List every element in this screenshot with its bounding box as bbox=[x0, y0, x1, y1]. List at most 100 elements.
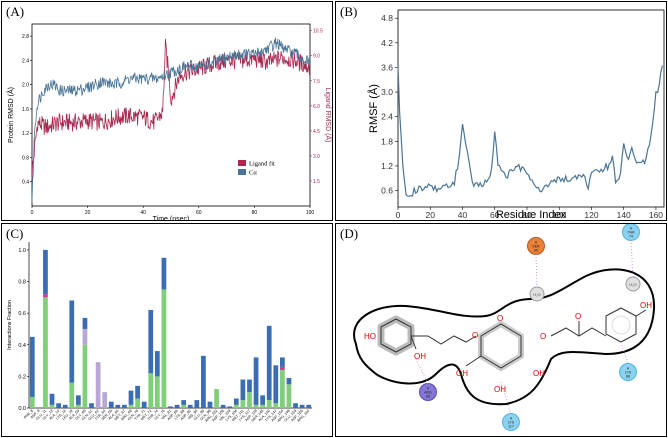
residue-chain: A bbox=[510, 417, 513, 421]
y-tick-label: 0.4 bbox=[22, 180, 29, 186]
y-tick-label: 4.2 bbox=[381, 38, 393, 48]
residue-number: 117 bbox=[508, 425, 514, 429]
residue-number: 74 bbox=[629, 235, 633, 239]
bar-segment bbox=[128, 404, 134, 408]
x-tick-label: ALA_14 bbox=[48, 409, 60, 421]
bar-segment bbox=[187, 404, 193, 408]
atom-label: O bbox=[540, 332, 546, 341]
x-axis-label: Residue Index bbox=[496, 209, 567, 220]
x-tick-label: 80 bbox=[252, 210, 258, 216]
sugar-substituents bbox=[465, 355, 482, 367]
atom-label: OH bbox=[414, 352, 426, 361]
x-tick-label: 120 bbox=[584, 210, 598, 220]
chart-b: 0 20 40 60 80 100 120 140 160 0.6 1.2 1.8 2.4 3.0 3.6 4… bbox=[367, 9, 665, 220]
y-tick-label: 0.6 bbox=[18, 311, 26, 317]
water-molecule: H₂O bbox=[625, 276, 641, 292]
bar-segment bbox=[247, 392, 252, 408]
panel-a-label: (A) bbox=[6, 4, 25, 19]
atom-label: O bbox=[497, 314, 503, 323]
bar-segment bbox=[102, 392, 108, 408]
y-tick-label: 0.6 bbox=[381, 186, 393, 196]
y-tick-label: 0.2 bbox=[18, 374, 26, 380]
residue-name: LYS bbox=[625, 371, 632, 375]
x-tick-label: HIS_94 bbox=[187, 409, 198, 420]
bar-segment bbox=[194, 400, 200, 408]
bar-segment bbox=[75, 395, 81, 405]
pocket-outline bbox=[353, 268, 656, 406]
legend-swatch bbox=[238, 169, 246, 175]
series-line-c-alpha bbox=[31, 37, 311, 203]
atom-label: OH bbox=[494, 385, 506, 394]
bar-segment bbox=[293, 403, 298, 408]
y2-tick-label: 10.5 bbox=[313, 29, 323, 35]
y-tick-label: 0.8 bbox=[18, 280, 26, 286]
x-tick-label: ALA_66 bbox=[108, 409, 120, 421]
panel-a: (A) 0 20 40 60 80 100 0.4 0.8 1.2 1.6 2.0 2.4 2.8 1.5… bbox=[1, 1, 333, 221]
atom-label: O bbox=[575, 312, 581, 321]
interaction-lines bbox=[415, 239, 634, 415]
panel-c-label: (C) bbox=[6, 226, 24, 241]
bar-segment bbox=[69, 300, 75, 383]
bar-segment bbox=[253, 357, 259, 405]
bar-segment bbox=[266, 325, 272, 401]
x-tick-label: 140 bbox=[617, 210, 631, 220]
residue-name: THR bbox=[627, 231, 635, 235]
legend-label: Cα bbox=[249, 170, 257, 177]
bar-segment bbox=[122, 404, 127, 408]
bar-segment bbox=[49, 393, 55, 405]
y-axis-label: Interactions Fraction bbox=[7, 300, 13, 350]
bar-segment bbox=[240, 400, 246, 408]
y-tick-label: 3.6 bbox=[381, 62, 393, 72]
x-tick-label: 100 bbox=[552, 210, 566, 220]
x-tick-label: 40 bbox=[140, 210, 146, 216]
cyclohexane-oh-bond bbox=[410, 335, 417, 350]
y2-tick-label: 9.0 bbox=[313, 54, 320, 60]
x-tick-label: ASP_9 bbox=[30, 409, 41, 420]
bar-segment bbox=[29, 396, 35, 408]
bar-segment bbox=[201, 355, 206, 408]
y-tick-label: 2.0 bbox=[22, 83, 29, 89]
bar-segment bbox=[75, 404, 81, 408]
residue-circle bbox=[619, 363, 637, 381]
x-axis-label: Time (nsec) bbox=[153, 216, 190, 220]
x-tick-label: GLY_13 bbox=[42, 409, 54, 421]
svg-text:H₂O: H₂O bbox=[533, 292, 541, 297]
x-tick-label: 60 bbox=[196, 210, 202, 216]
x-tick-label: 20 bbox=[426, 210, 436, 220]
bar-segment bbox=[273, 403, 279, 408]
x-tick-label: GLY_75 bbox=[154, 409, 166, 421]
bar-segment bbox=[299, 404, 305, 408]
atom-label: OH bbox=[640, 301, 652, 310]
y-axis-label: Protein RMSD (Å) bbox=[6, 87, 15, 143]
x-tick-label: 0 bbox=[396, 210, 401, 220]
y-axis-label: RMSF (Å) bbox=[367, 84, 380, 133]
bar-segment bbox=[260, 395, 266, 405]
residue-chain: A bbox=[630, 227, 633, 231]
bar-segment bbox=[286, 377, 292, 385]
bar-segment bbox=[227, 406, 233, 408]
residue-number: 68 bbox=[426, 395, 430, 399]
sugar-ring bbox=[478, 321, 524, 371]
bar-segment bbox=[128, 390, 134, 405]
x-tick-label: 80 bbox=[522, 210, 532, 220]
y-tick-label: 1.2 bbox=[381, 161, 393, 171]
residue-name: SER bbox=[532, 245, 540, 249]
bar-segment bbox=[43, 297, 48, 408]
bar-segment bbox=[154, 351, 160, 377]
bar-segment bbox=[233, 398, 239, 405]
bar-segment bbox=[207, 401, 213, 408]
y-tick-label: 1.8 bbox=[381, 136, 393, 146]
bar-segment bbox=[240, 379, 246, 401]
rmsf-line bbox=[397, 65, 663, 197]
series-line-ligand-fit bbox=[31, 38, 311, 179]
bar-segment bbox=[161, 289, 167, 408]
bar-segment bbox=[161, 257, 167, 290]
legend-label: Ligand fit bbox=[249, 161, 275, 168]
y-tick-label: 1.0 bbox=[18, 248, 26, 254]
bar-segment bbox=[174, 404, 180, 408]
atom-label: HO bbox=[364, 332, 376, 341]
bar-segment bbox=[82, 344, 88, 408]
bar-segment bbox=[62, 404, 68, 408]
